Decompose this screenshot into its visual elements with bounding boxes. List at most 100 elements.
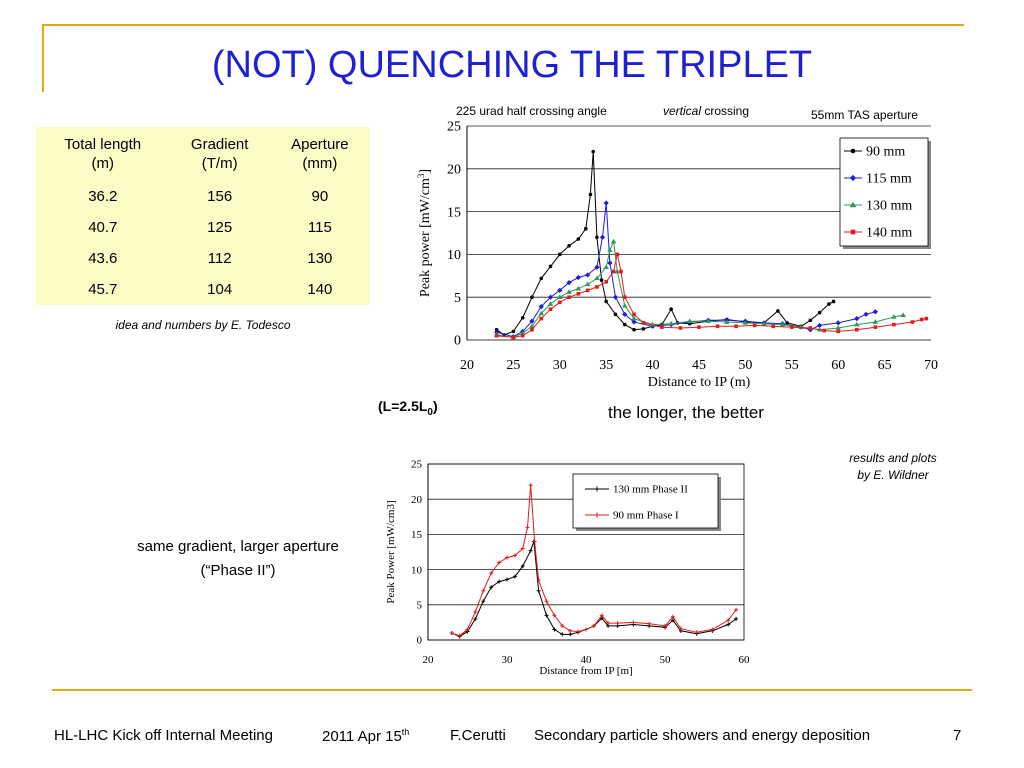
x-tick-label: 55: [785, 358, 799, 373]
y-tick-label: 5: [417, 599, 423, 611]
data-point: [734, 607, 739, 612]
data-point: [919, 317, 924, 322]
data-point: [530, 327, 534, 332]
y-tick-label: 10: [447, 248, 461, 263]
footer-topic: Secondary particle showers and energy de…: [534, 727, 871, 744]
data-point: [595, 235, 599, 240]
table-cell: 115: [307, 219, 332, 236]
series-1: [449, 539, 739, 639]
data-point: [631, 319, 637, 325]
data-point: [606, 621, 611, 626]
data-point: [647, 621, 652, 626]
longer-better-note: the longer, the better: [608, 403, 764, 422]
x-tick-label: 50: [738, 358, 752, 373]
data-point: [872, 319, 879, 324]
table-row: 40.7 125 115: [36, 212, 370, 243]
data-point: [771, 324, 776, 329]
x-tick-label: 60: [831, 358, 845, 373]
data-point: [576, 237, 581, 241]
length-ratio-sub: 0: [427, 406, 433, 418]
y-tick-label: 0: [454, 334, 461, 349]
frame-top-line: [42, 24, 964, 26]
x-tick-label: 40: [646, 358, 660, 373]
table-cell: 156: [207, 188, 233, 205]
data-point: [588, 192, 593, 197]
data-point: [615, 621, 620, 626]
data-point: [457, 633, 462, 638]
data-point: [465, 627, 470, 632]
data-point: [710, 627, 715, 632]
data-point: [547, 294, 554, 300]
data-point: [494, 333, 499, 338]
data-point: [539, 276, 544, 281]
series-line: [496, 202, 876, 338]
table-cell: 112: [207, 250, 232, 267]
x-tick-label: 50: [660, 654, 672, 666]
series-line: [496, 151, 834, 336]
x-tick-label: 40: [581, 654, 593, 666]
credit-line-2: by E. Wildner: [857, 468, 929, 482]
data-point: [599, 613, 604, 618]
table-cell: 125: [207, 219, 233, 236]
series-2: [494, 200, 878, 340]
series-3: [493, 238, 906, 340]
y-axis-label: Peak Power [mW/cm3]: [385, 500, 397, 603]
data-point: [473, 616, 478, 621]
data-point: [576, 629, 581, 634]
x-tick-label: 20: [423, 654, 435, 666]
data-point: [552, 613, 557, 618]
footer-date: 2011 Apr 15th: [322, 727, 409, 745]
data-point: [668, 320, 674, 326]
data-point: [631, 620, 636, 625]
slide-title: (NOT) QUENCHING THE TRIPLET: [211, 44, 813, 86]
data-point: [576, 291, 581, 296]
phase-note-line-2: (“Phase II”): [200, 562, 276, 579]
data-point: [566, 289, 572, 294]
legend-marker: [850, 148, 856, 154]
legend-box: [839, 137, 929, 247]
data-point: [779, 321, 786, 327]
data-point: [511, 335, 516, 340]
data-point: [694, 630, 699, 635]
header-aperture: Aperture (mm): [291, 136, 349, 172]
x-axis-label: Distance to IP (m): [648, 375, 751, 390]
data-point: [808, 318, 813, 323]
y-axis-label: Peak power [mW/cm3]: [416, 169, 433, 297]
y-tick-label: 25: [411, 459, 423, 471]
y-tick-label: 15: [447, 205, 461, 220]
data-point: [836, 329, 840, 334]
data-point: [831, 299, 836, 304]
y-tick-label: 5: [454, 291, 461, 306]
table-header-row: Total length (m) Gradient (T/m) Aperture (m…: [36, 127, 370, 181]
data-point: [511, 329, 516, 334]
data-point: [548, 264, 553, 269]
crossing-italic: vertical: [663, 104, 702, 118]
data-point: [817, 322, 823, 329]
length-ratio-prefix: (L=2.5L: [378, 398, 428, 414]
data-point: [853, 321, 860, 327]
y-tick-label: 20: [447, 162, 461, 177]
data-point: [790, 325, 794, 329]
data-point: [489, 585, 494, 590]
data-point: [611, 269, 616, 274]
data-point: [854, 327, 859, 332]
table-cell: 104: [207, 281, 233, 298]
data-point: [604, 299, 608, 304]
data-point: [497, 560, 502, 565]
data-point: [827, 302, 831, 306]
data-point: [528, 483, 533, 488]
data-point: [854, 316, 860, 322]
data-point: [613, 312, 618, 317]
data-point: [558, 252, 562, 257]
data-point: [603, 264, 609, 270]
data-point: [591, 623, 596, 628]
legend-marker: [849, 174, 857, 182]
frame-left-line: [42, 24, 44, 92]
data-point: [584, 627, 588, 632]
data-point: [663, 623, 667, 628]
data-point: [726, 618, 731, 623]
data-point: [473, 609, 478, 614]
table-cell: 90: [311, 188, 329, 205]
series-line: [496, 239, 904, 338]
data-point: [622, 311, 628, 317]
